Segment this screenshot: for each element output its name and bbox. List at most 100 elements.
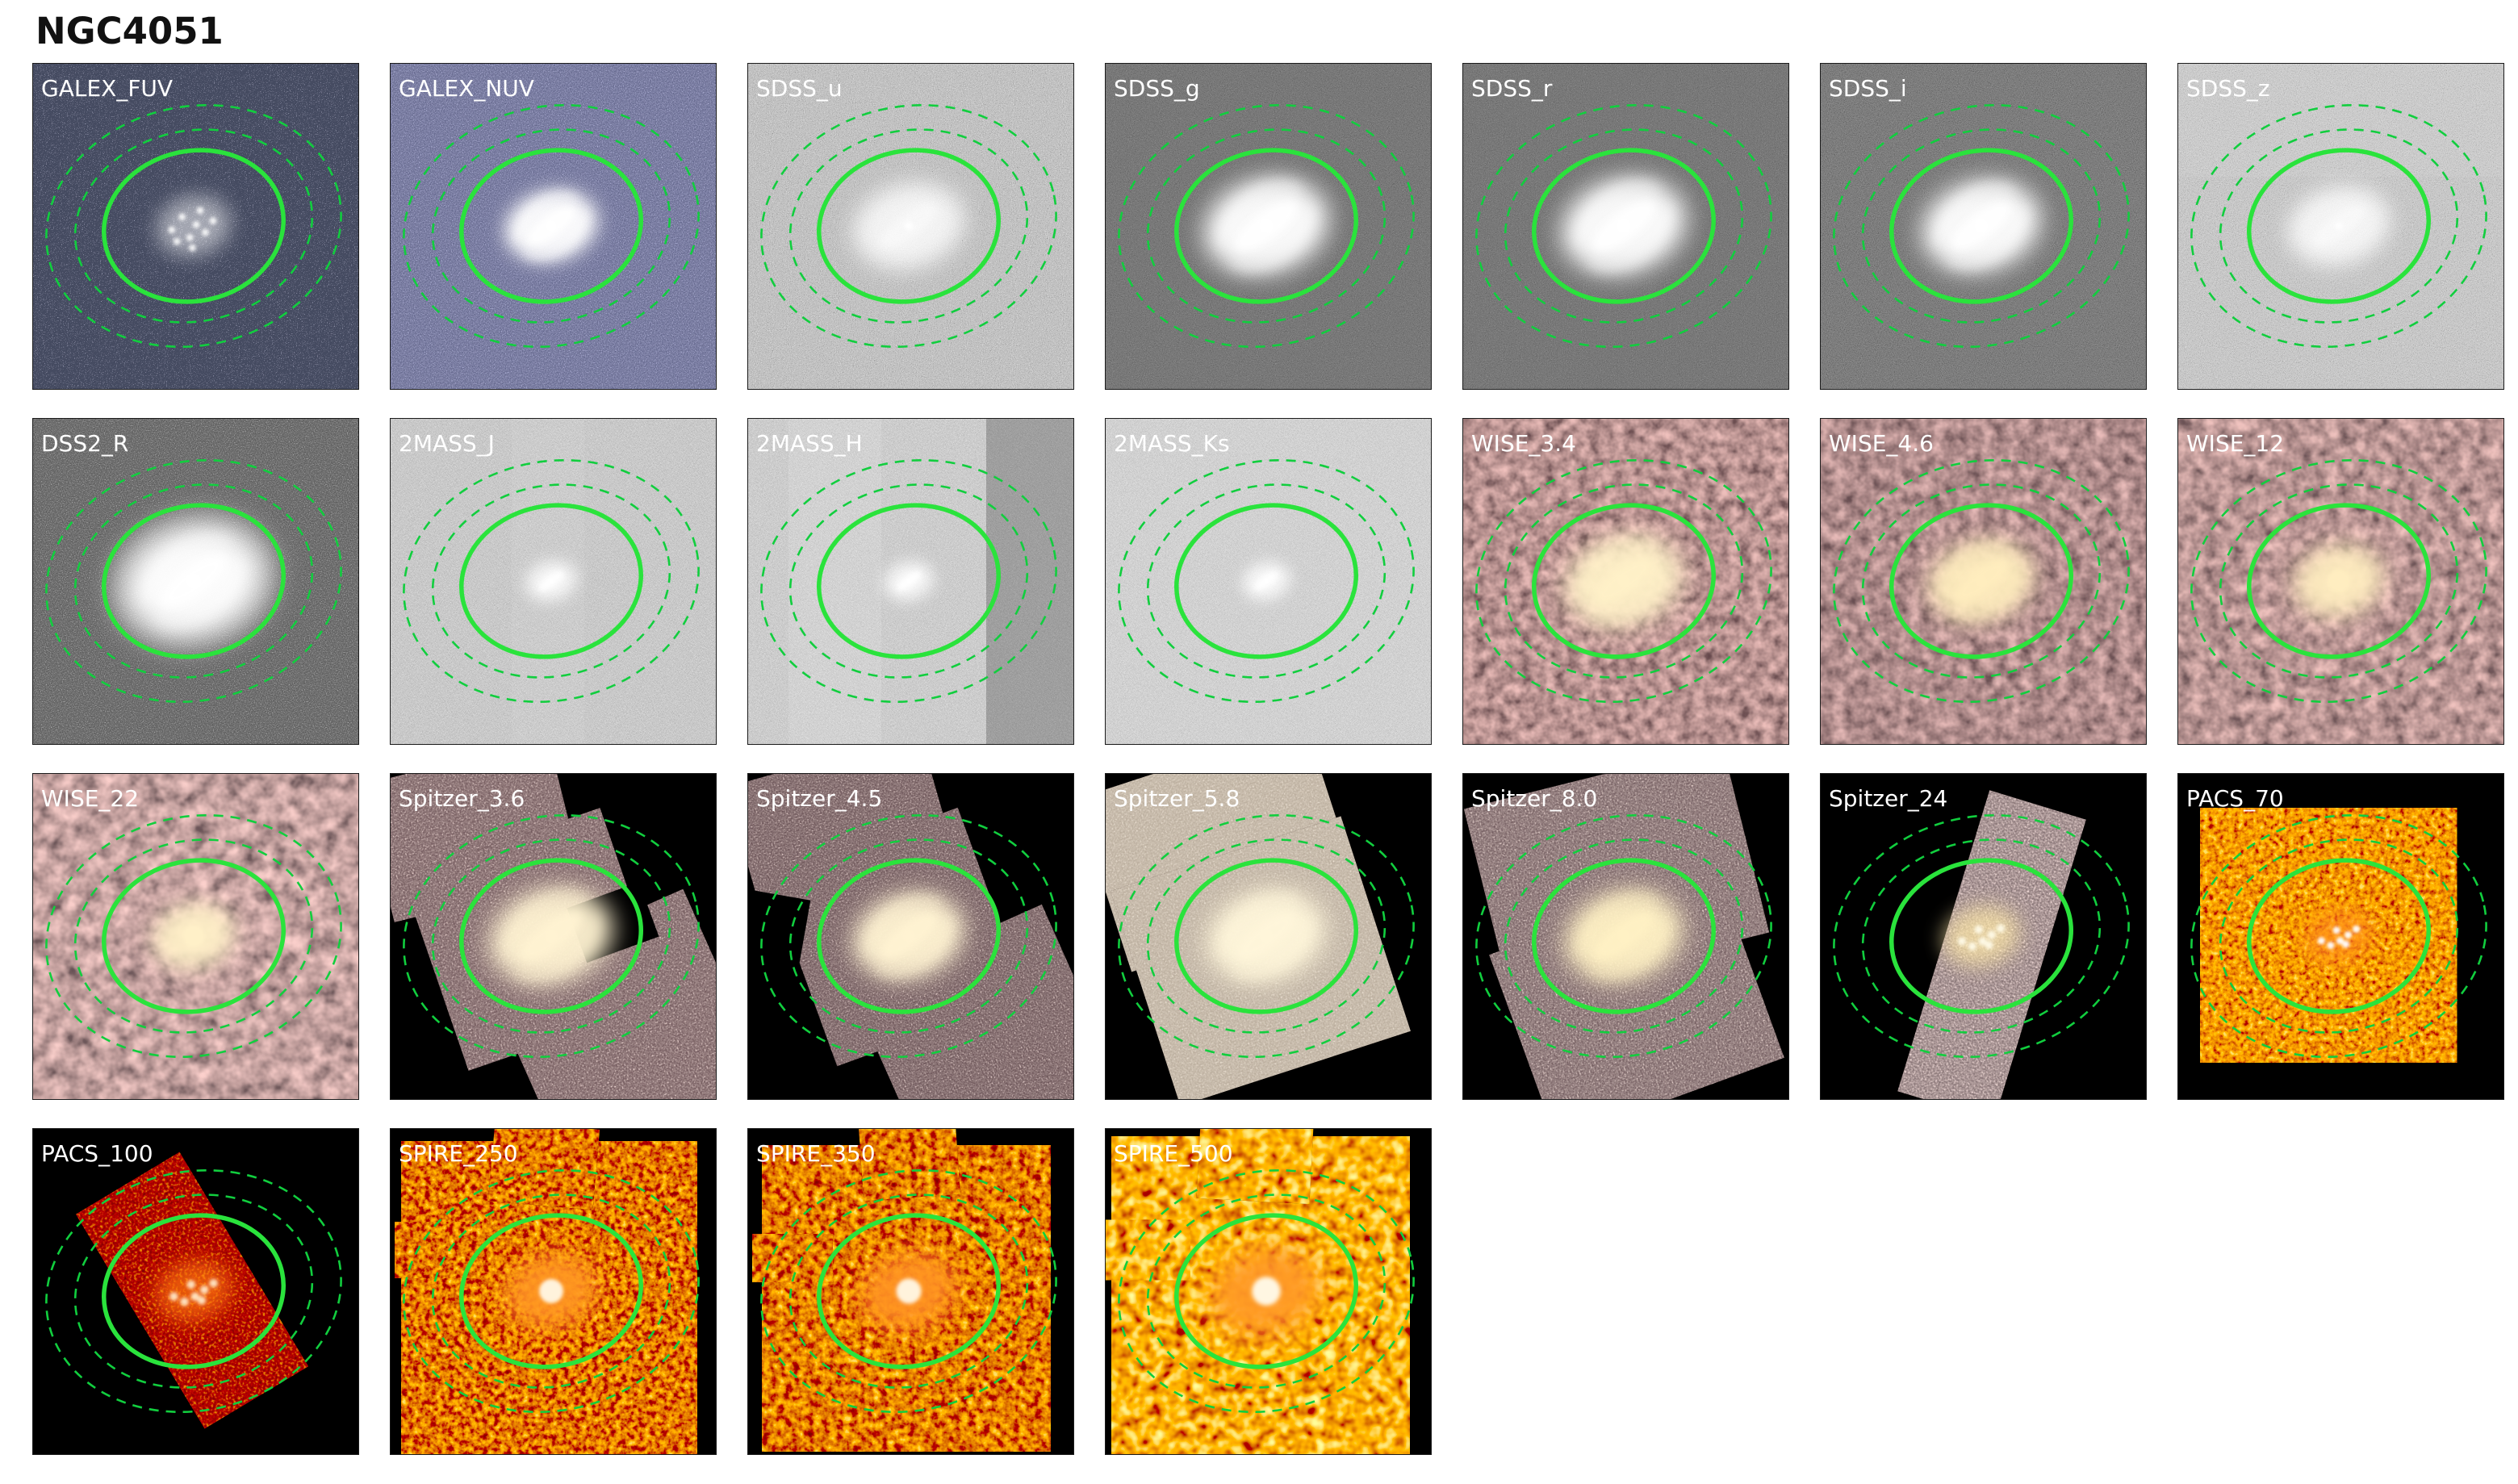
aperture-ellipse-inner-dashed (1504, 483, 1744, 679)
aperture-ellipse-solid (1889, 148, 2073, 304)
panel-label: SDSS_r (1471, 75, 1553, 102)
panel-label: 2MASS_H (756, 430, 863, 457)
aperture-ellipse-solid (459, 503, 643, 659)
aperture-ellipse-outer-dashed (2190, 103, 2487, 349)
galaxy-core (1975, 575, 1988, 587)
galaxy (1943, 905, 2020, 967)
aperture-ellipses (2190, 458, 2487, 704)
panel-label: SDSS_u (756, 75, 843, 102)
aperture-ellipse-inner-dashed (73, 483, 314, 679)
galaxy-arms (1578, 538, 1670, 624)
aperture-ellipse-solid (1532, 503, 1716, 659)
aperture-ellipses (2190, 103, 2487, 349)
panel-label: SDSS_z (2186, 75, 2270, 102)
aperture-ellipse-inner-dashed (1146, 128, 1387, 324)
aperture-ellipses (1475, 103, 1772, 349)
aperture-ellipse-inner-dashed (2219, 483, 2459, 679)
aperture-ellipse-outer-dashed (1118, 813, 1415, 1059)
aperture-ellipses (1475, 458, 1772, 704)
galaxy (1565, 890, 1683, 982)
panel-label: Spitzer_4.5 (756, 785, 882, 812)
panel-SDSS_r: SDSS_r (1462, 63, 1789, 390)
aperture-ellipse-solid (1889, 503, 2073, 659)
galaxy-arms (1940, 542, 2022, 620)
aperture-ellipse-outer-dashed (1475, 103, 1772, 349)
panel-label: PACS_70 (2186, 785, 2284, 812)
aperture-ellipse-outer-dashed (1833, 813, 2130, 1059)
galaxy-core (1264, 579, 1269, 583)
panel-SPIRE_250: SPIRE_250 (390, 1128, 717, 1455)
panel-label: SPIRE_500 (1114, 1140, 1233, 1167)
galaxy-glow (2304, 909, 2374, 964)
aperture-ellipse-solid (459, 858, 643, 1014)
aperture-ellipse-inner-dashed (1146, 483, 1387, 679)
aperture-ellipse-inner-dashed (73, 128, 314, 324)
panel-label: DSS2_R (41, 430, 128, 457)
panel-Spitzer_5.8: Spitzer_5.8 (1105, 773, 1432, 1100)
galaxy-glow (154, 1260, 233, 1323)
galaxy-core (1617, 219, 1631, 233)
panel-label: 2MASS_Ks (1114, 430, 1230, 457)
panel-label: WISE_12 (2186, 430, 2284, 457)
aperture-ellipses (1118, 1168, 1415, 1414)
aperture-ellipse-solid (1174, 858, 1358, 1014)
aperture-ellipses (45, 1168, 342, 1414)
panel-2MASS_J: 2MASS_J (390, 418, 717, 745)
galaxy-core (539, 1279, 563, 1303)
image-artifact (748, 890, 811, 972)
aperture-ellipse-solid (102, 858, 286, 1014)
galaxy-core (544, 929, 558, 943)
galaxy (2294, 544, 2384, 618)
galaxy (153, 902, 235, 970)
panel-SPIRE_500: SPIRE_500 (1105, 1128, 1432, 1455)
galaxy-core (2327, 569, 2351, 593)
galaxy-core (182, 925, 205, 947)
aperture-ellipse-solid (102, 148, 286, 304)
panel-label: SDSS_i (1829, 75, 1907, 102)
aperture-ellipse-inner-dashed (73, 838, 314, 1034)
panel-2MASS_H: 2MASS_H (747, 418, 1074, 745)
panel-label: SPIRE_250 (399, 1140, 518, 1167)
aperture-ellipse-outer-dashed (760, 1168, 1057, 1414)
galaxy-arms (1935, 183, 2027, 269)
aperture-ellipse-outer-dashed (1833, 458, 2130, 704)
aperture-ellipse-outer-dashed (403, 1168, 700, 1414)
aperture-ellipse-inner-dashed (788, 1193, 1029, 1389)
panel-GALEX_NUV: GALEX_NUV (390, 63, 717, 390)
galaxy-arms (143, 533, 245, 629)
aperture-ellipse-outer-dashed (403, 458, 700, 704)
galaxy-core (904, 221, 914, 231)
galaxy-core (901, 929, 916, 943)
aperture-ellipse-outer-dashed (1118, 1168, 1415, 1414)
galaxy (1565, 535, 1683, 627)
aperture-ellipse-outer-dashed (2190, 458, 2487, 704)
galaxy (860, 1252, 957, 1331)
aperture-ellipses (45, 103, 342, 349)
aperture-ellipse-outer-dashed (760, 458, 1057, 704)
aperture-ellipses (1833, 813, 2130, 1059)
aperture-ellipse-inner-dashed (431, 128, 671, 324)
panel-WISE_4.6: WISE_4.6 (1820, 418, 2147, 745)
panel-label: SDSS_g (1114, 75, 1200, 102)
galaxy (852, 892, 965, 980)
aperture-ellipses (1833, 458, 2130, 704)
aperture-ellipse-solid (817, 858, 1001, 1014)
galaxy-glow (1943, 905, 2020, 967)
coverage-footprint (752, 1234, 833, 1282)
galaxy-core (1252, 1277, 1281, 1306)
aperture-ellipse-outer-dashed (1475, 813, 1772, 1059)
galaxy-core (1617, 574, 1631, 588)
galaxy-core (186, 573, 202, 589)
panel-label: Spitzer_3.6 (399, 785, 525, 812)
panel-Spitzer_8.0: Spitzer_8.0 (1462, 773, 1789, 1100)
aperture-ellipse-inner-dashed (431, 838, 671, 1034)
aperture-ellipse-outer-dashed (1833, 103, 2130, 349)
aperture-ellipse-inner-dashed (1861, 838, 2102, 1034)
galaxy-arms (865, 895, 952, 977)
figure-title: NGC4051 (36, 10, 224, 52)
galaxy (110, 512, 278, 650)
aperture-ellipses (1475, 813, 1772, 1059)
aperture-ellipse-solid (459, 1213, 643, 1369)
galaxy-core (1259, 929, 1274, 943)
galaxy-arms (1578, 893, 1670, 979)
